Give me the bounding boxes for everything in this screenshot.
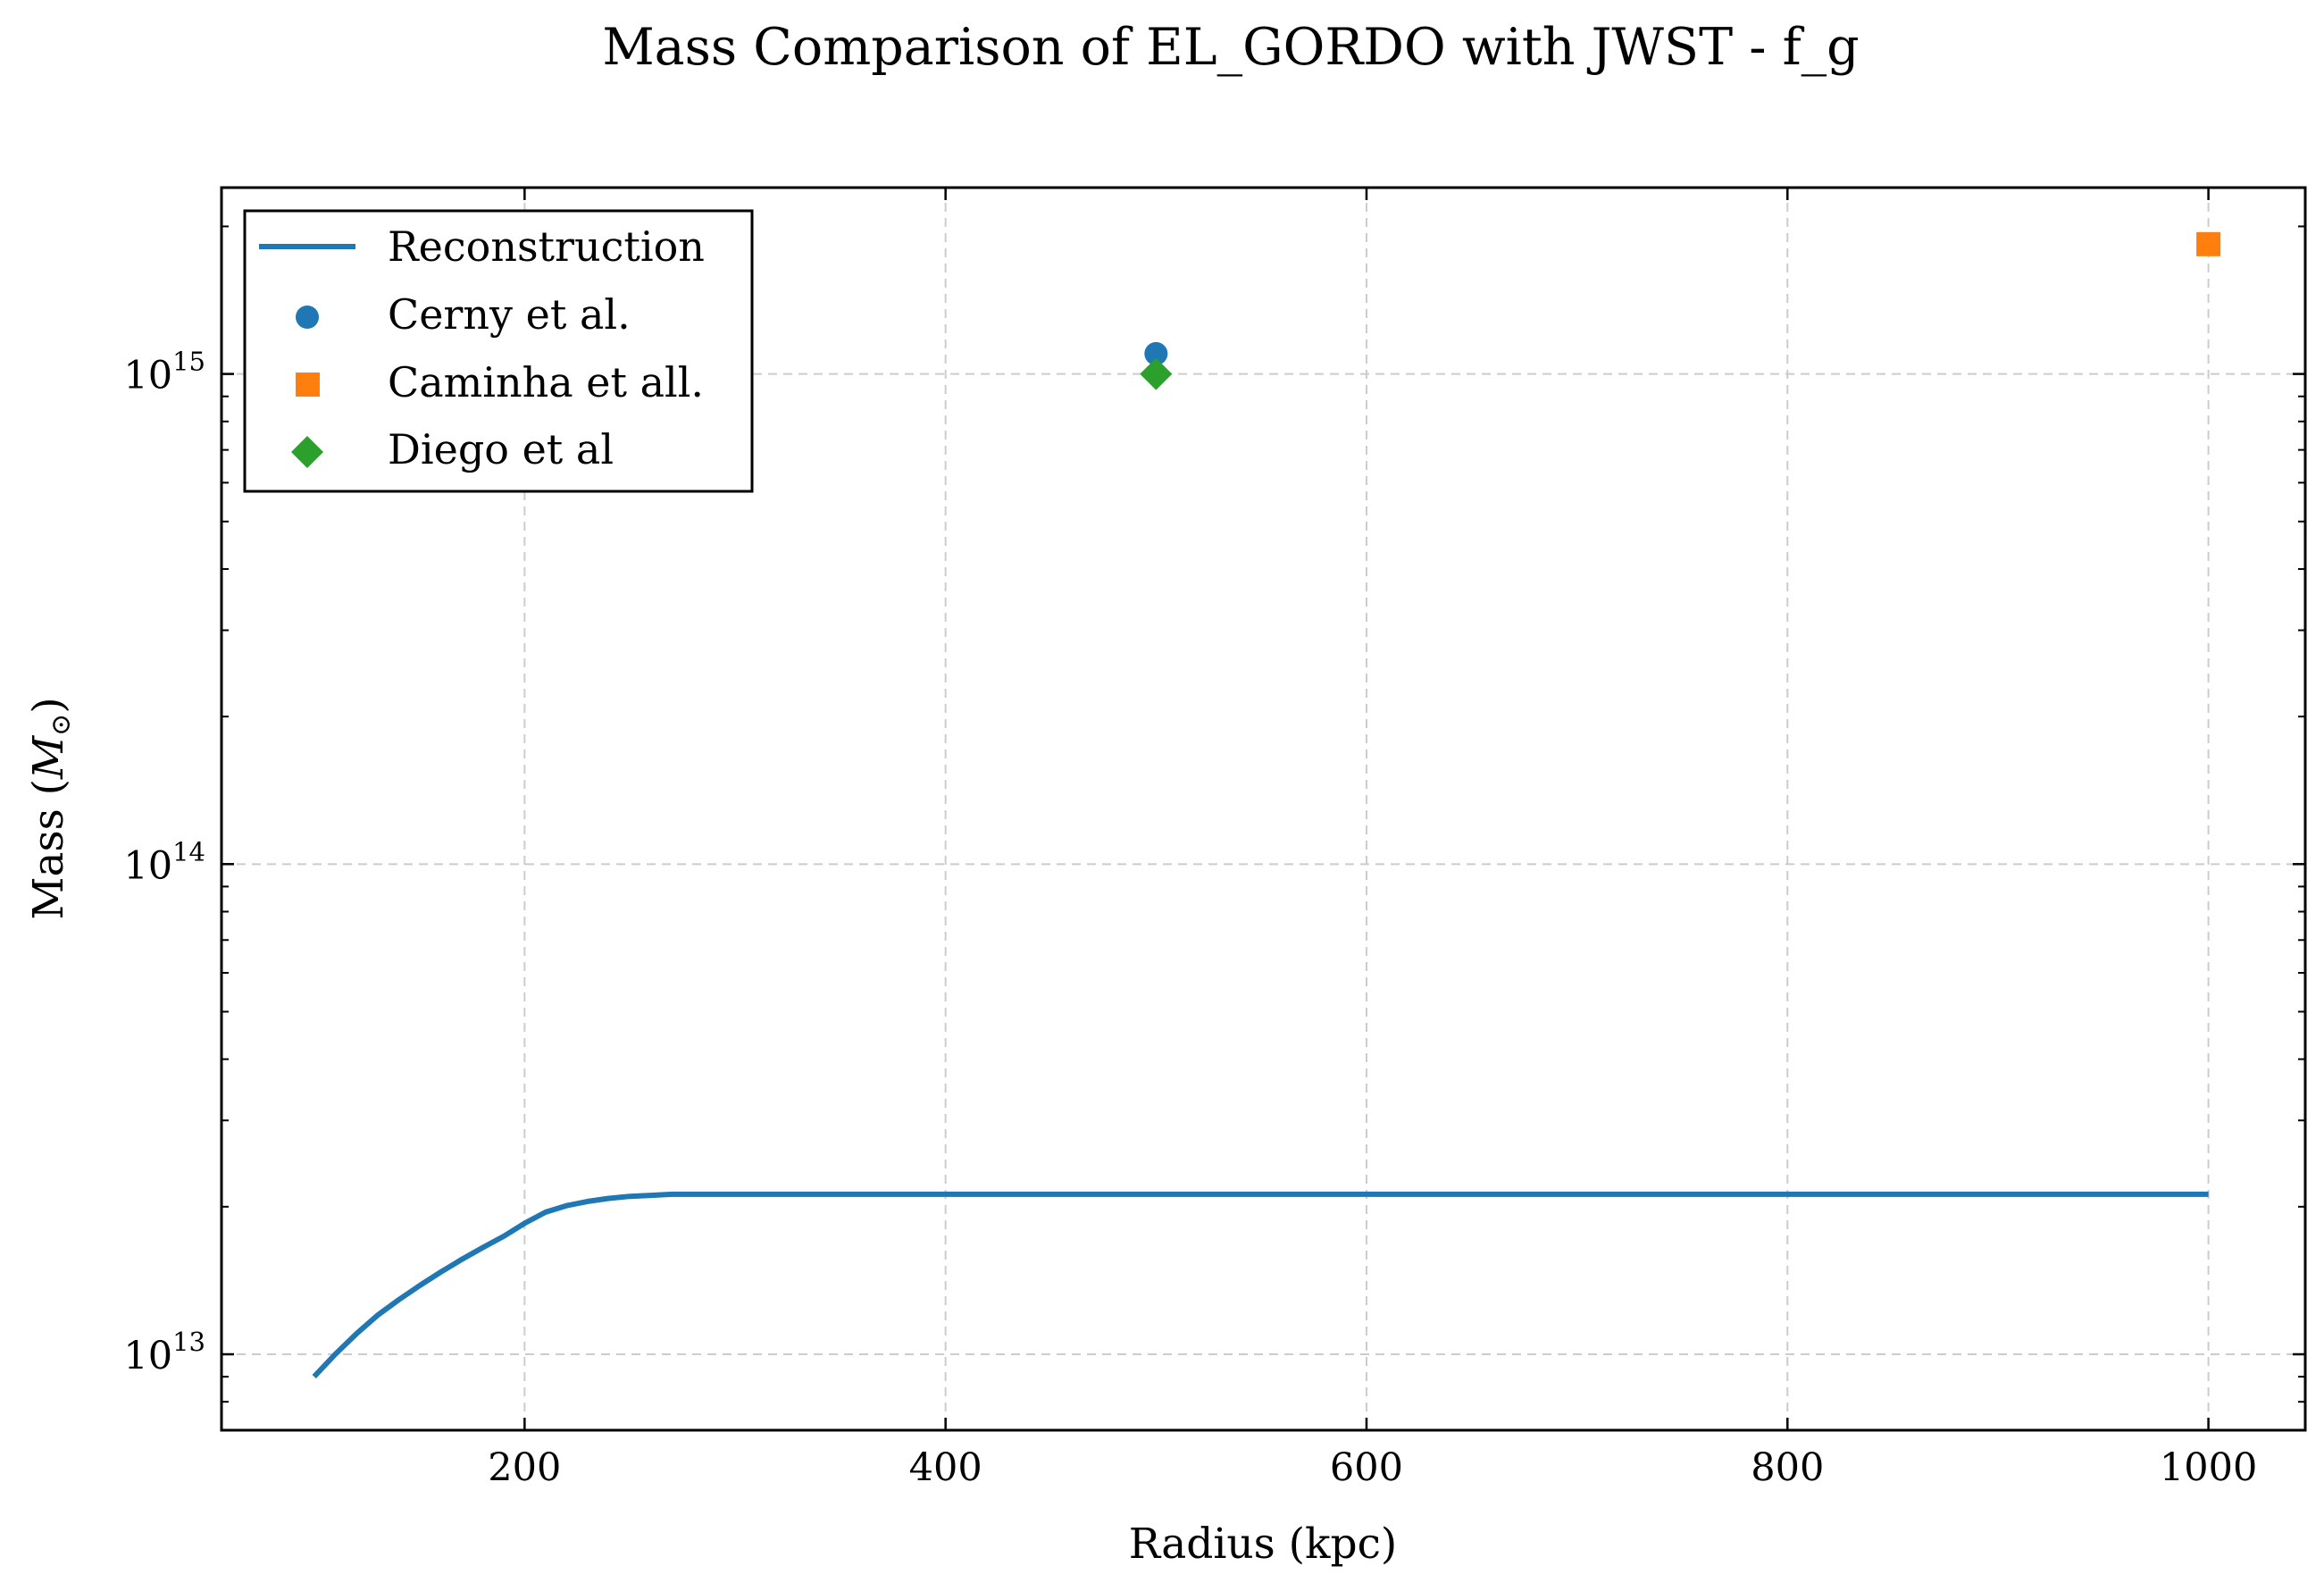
axes-frame bbox=[220, 186, 2307, 1432]
legend-marker-diego bbox=[291, 436, 323, 468]
legend-marker-caminha bbox=[296, 373, 320, 397]
x-tick-label: 200 bbox=[488, 1445, 561, 1490]
data-point-diego bbox=[1140, 357, 1173, 390]
legend-label-reconstruction: Reconstruction bbox=[388, 222, 705, 271]
series-line-reconstruction bbox=[312, 1191, 2209, 1379]
legend-label-caminha: Caminha et all. bbox=[388, 358, 704, 406]
legend-marker-cerny bbox=[296, 306, 319, 329]
y-tick-label: 1014 bbox=[123, 836, 205, 888]
x-tick-label: 1000 bbox=[2160, 1445, 2257, 1490]
data-point-caminha bbox=[2196, 231, 2221, 256]
y-tick-label: 1015 bbox=[123, 347, 205, 398]
data-point-cerny bbox=[1144, 341, 1168, 365]
plot-area bbox=[312, 231, 2221, 1379]
chart-title: Mass Comparison of EL_GORDO with JWST - … bbox=[602, 18, 1859, 77]
x-tick-label: 800 bbox=[1751, 1445, 1824, 1490]
legend-label-diego: Diego et al bbox=[388, 425, 614, 473]
y-tick-label: 1013 bbox=[123, 1327, 205, 1378]
axis-ticks: 200 400 600 800 1000 1013 1014 1015 bbox=[123, 188, 2305, 1490]
x-tick-label: 400 bbox=[909, 1445, 982, 1490]
legend-frame bbox=[243, 209, 754, 493]
x-tick-label: 600 bbox=[1330, 1445, 1403, 1490]
y-axis-label: Mass (M⊙) bbox=[24, 697, 77, 919]
legend: Reconstruction Cerny et al. Caminha et a… bbox=[243, 209, 754, 493]
legend-label-cerny: Cerny et al. bbox=[388, 290, 631, 339]
x-axis-label: Radius (kpc) bbox=[1129, 1520, 1398, 1569]
